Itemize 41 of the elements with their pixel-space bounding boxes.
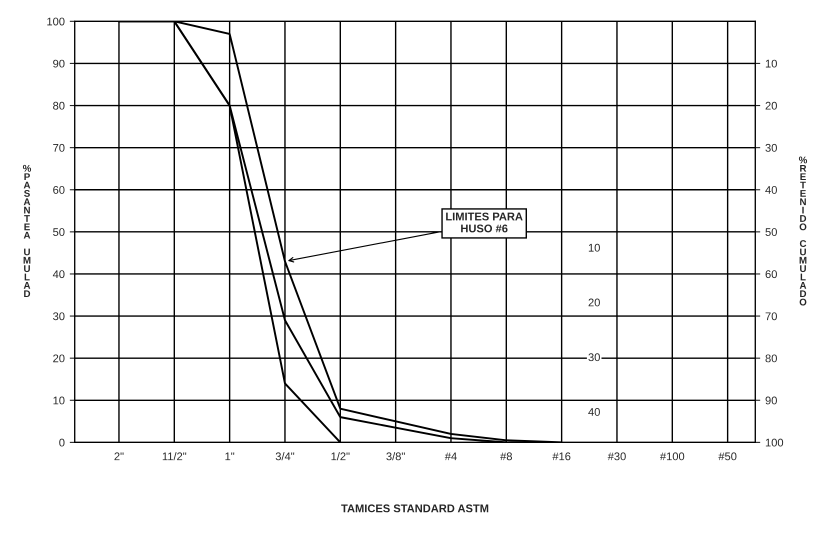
y-tick-label: 90 bbox=[53, 60, 65, 68]
y2-tick-label: 90 bbox=[766, 396, 777, 404]
x-tick-label: 1/2" bbox=[331, 452, 350, 460]
y-tick-label: 10 bbox=[53, 396, 65, 404]
y2-tick-label: 10 bbox=[766, 60, 777, 68]
x-tick-label: #4 bbox=[444, 452, 457, 460]
y2-tick-label: 50 bbox=[765, 228, 777, 236]
x-tick-label: 3/8" bbox=[386, 452, 405, 460]
y2-tick-label: 20 bbox=[766, 102, 777, 110]
x-tick-label: #8 bbox=[500, 452, 512, 460]
x-tick-label: 11/2" bbox=[162, 452, 186, 460]
annotation: LIMITES PARA HUSO #6 bbox=[446, 212, 523, 232]
x-axis-title: TAMICES STANDARD ASTM bbox=[341, 504, 488, 512]
y-tick-label: 20 bbox=[53, 354, 65, 362]
y2-tick-label: 70 bbox=[766, 312, 777, 320]
x-tick-label: #30 bbox=[608, 452, 626, 460]
y-tick-label: 40 bbox=[52, 270, 65, 278]
y2-tick-label: 30 bbox=[765, 144, 777, 152]
x-tick-label: #100 bbox=[660, 452, 684, 460]
annotation: 30 bbox=[588, 353, 600, 362]
y2-tick-label: 100 bbox=[766, 438, 784, 447]
x-tick-label: 2" bbox=[114, 452, 124, 460]
annotation: 20 bbox=[588, 298, 600, 306]
y-tick-label: 80 bbox=[53, 102, 65, 110]
y2-tick-label: 80 bbox=[766, 354, 777, 362]
text: %RETENIDO CUMULADO bbox=[798, 156, 808, 306]
annotation: 10 bbox=[588, 244, 600, 252]
y2-tick-label: 40 bbox=[765, 186, 777, 194]
annotation: 40 bbox=[588, 408, 600, 416]
y-tick-label: 30 bbox=[53, 312, 65, 320]
y-tick-label: 60 bbox=[53, 186, 65, 194]
x-tick-label: 1" bbox=[225, 452, 234, 460]
y2-tick-label: 60 bbox=[766, 270, 777, 278]
y-tick-label: 70 bbox=[53, 144, 65, 152]
x-tick-label: #16 bbox=[552, 452, 570, 460]
x-tick-label: #50 bbox=[718, 452, 736, 460]
y-tick-label: 50 bbox=[53, 228, 65, 236]
text: %PASANTEA UMULAD bbox=[22, 164, 32, 298]
y-tick-label: 100 bbox=[47, 18, 65, 26]
y-tick-label: 0 bbox=[59, 438, 65, 447]
x-tick-label: 3/4" bbox=[276, 452, 294, 460]
